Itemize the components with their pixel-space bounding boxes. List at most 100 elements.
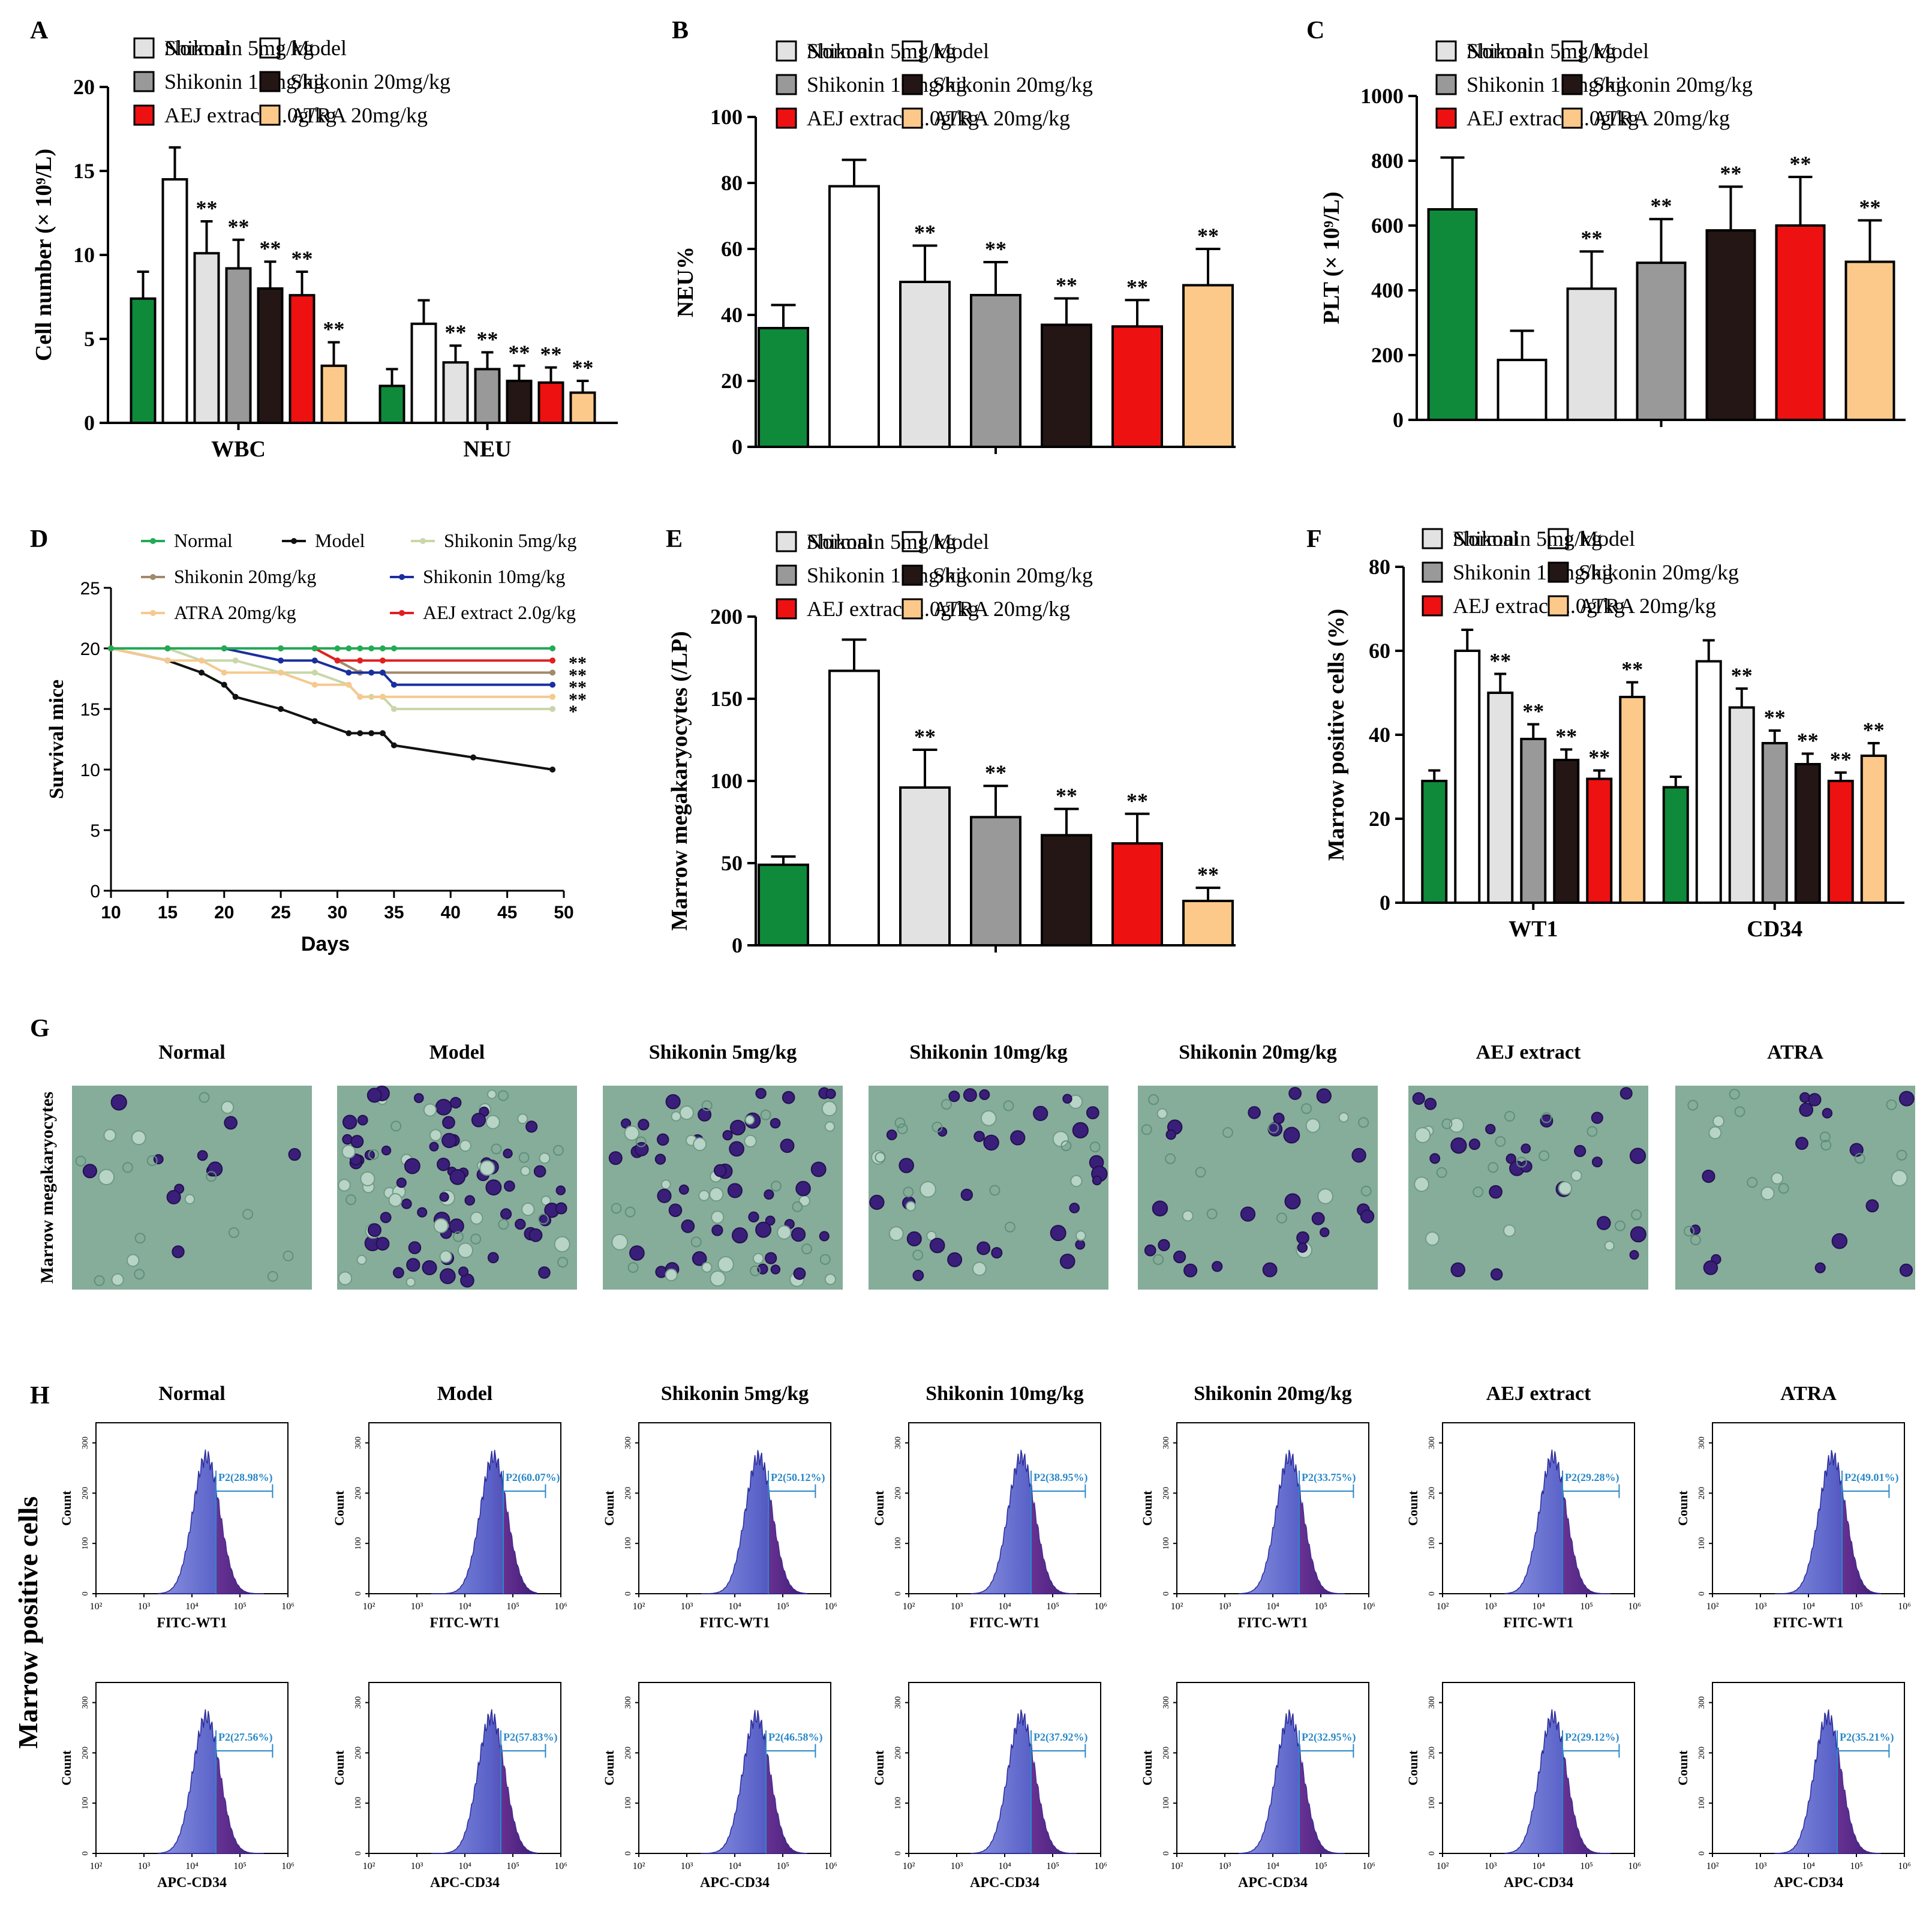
hist-x-label: FITC-WT1: [429, 1615, 500, 1631]
gate-label: P2(49.01%): [1844, 1471, 1898, 1484]
hist-x-tick-label: 10³: [1485, 1861, 1497, 1871]
stained-cell: [972, 1261, 987, 1276]
hist-x-tick-label: 10⁶: [1628, 1861, 1641, 1871]
stained-cell: [665, 1268, 678, 1282]
hist-y-tick-label: 0: [354, 1852, 363, 1856]
data-point-normal: [221, 645, 227, 651]
stained-cell: [1351, 1147, 1366, 1163]
data-point-normal: [357, 645, 363, 651]
pale-cell: [552, 1144, 564, 1156]
data-point-aej-extract-2-0g-kg: [334, 657, 341, 664]
bar-atra-20mg-kg: [1844, 260, 1895, 421]
data-point-shikonin-10mg-kg: [345, 669, 352, 676]
bar-aej-extract-2-0g-kg-wt1: [1586, 777, 1613, 904]
flow-title-shikonin-10mg-kg: Shikonin 10mg/kg: [926, 1383, 1084, 1405]
gate-label: P2(57.83%): [503, 1731, 557, 1744]
stained-cell: [1891, 1170, 1908, 1187]
hist-x-tick-label: 10²: [1437, 1861, 1449, 1871]
pale-cell: [94, 1275, 105, 1287]
stained-cell: [976, 1241, 991, 1255]
stained-cell: [624, 1125, 640, 1141]
hist-x-label: APC-CD34: [700, 1875, 770, 1891]
significance-marker: **: [914, 725, 936, 749]
stained-cell: [1429, 1153, 1441, 1164]
hist-y-tick-label: 0: [354, 1592, 363, 1596]
y-tick-label: 200: [1371, 343, 1404, 367]
hist-x-label: FITC-WT1: [969, 1615, 1039, 1631]
legend-label-atra-20mg-kg: ATRA 20mg/kg: [1579, 594, 1716, 618]
legend-label-atra-20mg-kg: ATRA 20mg/kg: [174, 602, 296, 623]
bar-shikonin-20mg-kg: [1705, 229, 1756, 421]
hist-y-tick-label: 0: [81, 1852, 90, 1856]
legend-label-normal: Normal: [1467, 39, 1533, 63]
data-point-model: [380, 730, 386, 737]
stained-cell: [744, 1114, 755, 1125]
hist-y-label: Count: [872, 1490, 887, 1525]
stained-cell: [717, 1256, 734, 1273]
stained-cell: [963, 1088, 977, 1102]
hist-y-tick-label: 200: [1428, 1487, 1437, 1500]
significance-marker: **: [1790, 152, 1811, 176]
data-point-atra-20mg-kg: [311, 681, 318, 688]
stained-cell: [1597, 1216, 1611, 1230]
stained-cell: [1092, 1175, 1102, 1186]
stained-cell: [698, 1189, 710, 1201]
hist-x-tick-label: 10²: [363, 1861, 375, 1871]
stained-cell: [342, 1114, 357, 1130]
hist-y-tick-label: 200: [1428, 1747, 1437, 1759]
hist-x-tick-label: 10⁵: [233, 1602, 247, 1612]
stained-cell: [1629, 1147, 1646, 1164]
stained-cell: [338, 1271, 353, 1285]
pale-cell: [1473, 1186, 1484, 1198]
pale-cell: [1896, 1149, 1907, 1161]
pale-cell: [122, 1162, 133, 1173]
pale-cell: [1495, 1136, 1506, 1147]
hist-x-tick-label: 10⁶: [554, 1861, 567, 1871]
pale-cell: [1003, 1100, 1014, 1111]
panel-letter-d: D: [30, 525, 48, 553]
hist-y-tick-label: 300: [1162, 1696, 1171, 1709]
hist-x-tick-label: 10⁶: [1628, 1602, 1641, 1612]
hist-y-tick-label: 100: [894, 1537, 903, 1550]
stained-cell: [1052, 1131, 1069, 1147]
stained-cell: [729, 1141, 744, 1157]
stained-cell: [184, 1194, 196, 1204]
data-point-shikonin-5mg-kg: [311, 669, 318, 676]
stained-cell: [1814, 1262, 1826, 1273]
pale-cell: [345, 1194, 357, 1206]
hist-y-tick-label: 300: [1697, 1437, 1706, 1449]
data-point-model: [278, 706, 284, 712]
gate-label: P2(50.12%): [771, 1471, 825, 1484]
bar-shikonin-10mg-kg-neu: [474, 368, 501, 425]
panel-letter-f: F: [1306, 525, 1322, 553]
stained-cell: [713, 1164, 727, 1177]
y-tick-label: 200: [710, 605, 743, 629]
hist-y-tick-label: 200: [1162, 1487, 1171, 1500]
stained-cell: [1630, 1226, 1646, 1243]
x-tick-label: 15: [158, 903, 178, 923]
stained-cell: [701, 1261, 713, 1273]
bar-aej-extract-2-0g-kg: [1111, 842, 1163, 947]
stained-cell: [1144, 1244, 1156, 1257]
bar-normal: [758, 327, 809, 448]
significance-marker: **: [477, 327, 498, 351]
histogram-gated-population: [1563, 1757, 1610, 1853]
micrograph-title-normal: Normal: [158, 1041, 225, 1063]
hist-x-tick-label: 10³: [411, 1861, 423, 1871]
legend-swatch-shikonin-20mg-kg: [902, 74, 923, 95]
gate-label: P2(35.21%): [1840, 1731, 1894, 1744]
bar-shikonin-20mg-kg-cd34: [1794, 763, 1821, 904]
stained-cell: [947, 1252, 963, 1267]
stained-cell: [770, 1117, 781, 1129]
stained-cell: [429, 1129, 442, 1141]
stained-cell: [1075, 1239, 1086, 1250]
hist-y-tick-label: 0: [1162, 1852, 1171, 1856]
pale-cell: [134, 1269, 145, 1280]
hist-y-tick-label: 300: [1162, 1437, 1171, 1449]
legend-marker-shikonin-5mg-kg: [420, 538, 426, 544]
stained-cell: [464, 1195, 475, 1206]
stained-cell: [525, 1120, 538, 1133]
bar-shikonin-5mg-kg: [899, 786, 951, 947]
stained-cell: [926, 1230, 937, 1242]
